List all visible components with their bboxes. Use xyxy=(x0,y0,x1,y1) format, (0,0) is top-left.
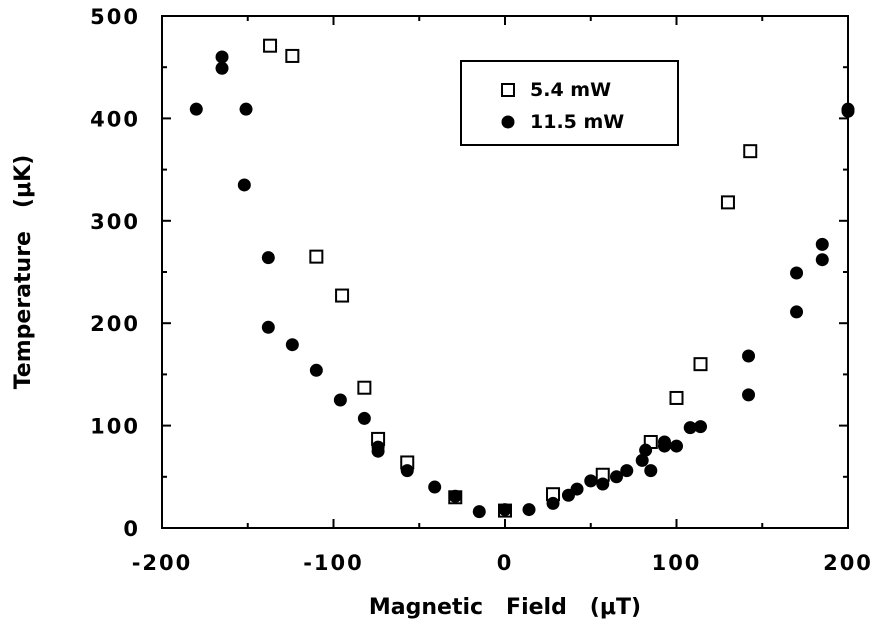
filled-circle-point xyxy=(635,453,649,467)
y-axis-ticks: 0 100 200 300 400 500 xyxy=(90,5,848,541)
x-tick-label: 0 xyxy=(497,551,514,575)
filled-circle-point xyxy=(790,305,804,319)
filled-circle-point xyxy=(742,349,756,363)
filled-circle-point xyxy=(815,237,829,251)
filled-circle-point xyxy=(657,439,671,453)
filled-circle-point xyxy=(261,251,275,265)
filled-circle-point xyxy=(694,420,708,434)
y-tick-label: 300 xyxy=(90,210,140,234)
open-square-point xyxy=(263,38,278,53)
y-tick-label: 200 xyxy=(90,312,140,336)
filled-circle-point xyxy=(609,470,623,484)
x-axis-ticks: -200 -100 0 100 200 xyxy=(132,16,873,575)
filled-circle-point xyxy=(584,474,598,488)
filled-circle-point xyxy=(522,503,536,517)
filled-circle-point xyxy=(742,388,756,402)
x-axis-label: Magnetic Field (μT) xyxy=(369,595,641,620)
y-tick-label: 500 xyxy=(90,5,140,29)
y-axis-label: Temperature (μK) xyxy=(11,155,36,390)
filled-circle-point xyxy=(400,464,414,478)
legend-filled-circle-icon xyxy=(501,115,515,129)
legend: 5.4 mW 11.5 mW xyxy=(460,60,679,146)
filled-circle-point xyxy=(644,464,658,478)
filled-circle-point xyxy=(189,102,203,116)
filled-circle-point xyxy=(261,320,275,334)
legend-label: 11.5 mW xyxy=(530,111,624,133)
filled-circle-point xyxy=(620,464,634,478)
filled-circle-point xyxy=(285,338,299,352)
legend-label: 5.4 mW xyxy=(530,79,611,101)
data-markers xyxy=(189,38,855,519)
y-tick-label: 400 xyxy=(90,107,140,131)
open-square-point xyxy=(669,390,684,405)
x-tick-label: 100 xyxy=(652,551,702,575)
filled-circle-point xyxy=(472,505,486,519)
filled-circle-point xyxy=(596,477,610,491)
filled-circle-point xyxy=(215,50,229,64)
filled-circle-point xyxy=(498,503,512,517)
filled-circle-point xyxy=(841,104,855,118)
open-square-point xyxy=(285,48,300,63)
y-tick-label: 0 xyxy=(123,517,140,541)
legend-box xyxy=(460,60,679,146)
open-square-point xyxy=(693,357,708,372)
open-square-point xyxy=(357,380,372,395)
y-tick-label: 100 xyxy=(90,415,140,439)
open-square-point xyxy=(743,144,758,159)
filled-circle-point xyxy=(428,480,442,494)
filled-circle-point xyxy=(237,178,251,192)
filled-circle-point xyxy=(546,496,560,510)
filled-circle-point xyxy=(215,61,229,75)
legend-open-square-icon xyxy=(501,83,515,97)
filled-circle-point xyxy=(239,102,253,116)
filled-circle-point xyxy=(333,393,347,407)
x-tick-label: -100 xyxy=(303,551,364,575)
filled-circle-point xyxy=(570,482,584,496)
filled-circle-point xyxy=(357,411,371,425)
open-square-point xyxy=(720,195,735,210)
filled-circle-point xyxy=(448,489,462,503)
filled-circle-point xyxy=(683,421,697,435)
open-square-point xyxy=(335,288,350,303)
filled-circle-point xyxy=(815,253,829,267)
open-square-point xyxy=(309,249,324,264)
filled-circle-point xyxy=(309,363,323,377)
filled-circle-point xyxy=(790,266,804,280)
x-tick-label: -200 xyxy=(132,551,193,575)
x-tick-label: 200 xyxy=(823,551,873,575)
filled-circle-point xyxy=(670,439,683,453)
filled-circle-point xyxy=(639,443,653,457)
filled-circle-point xyxy=(371,444,385,458)
